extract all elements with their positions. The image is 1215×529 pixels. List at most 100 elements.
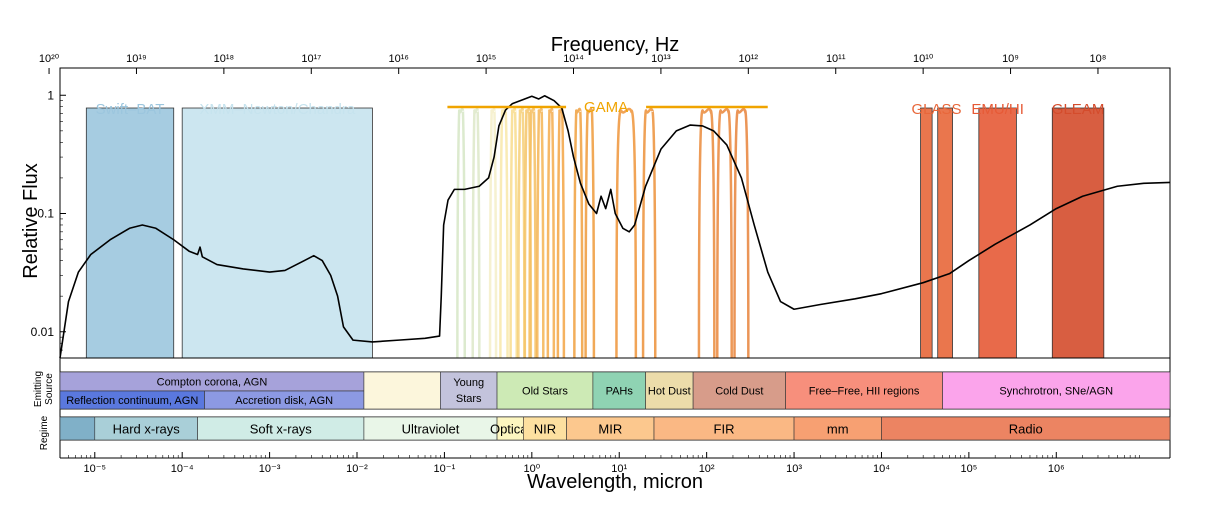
x-top-tick-label: 10¹³ <box>651 53 671 65</box>
emitting-source-label-1: Reflection continuum, AGN <box>66 395 198 407</box>
gama-filter-11 <box>573 107 584 359</box>
x-bottom-tick-label: 10⁴ <box>873 463 890 475</box>
emitting-source-label-7: Hot Dust <box>648 386 691 398</box>
x-bottom-tick-label: 10³ <box>786 463 802 475</box>
emitting-source-4 <box>440 371 498 410</box>
gama-filter-4 <box>509 107 518 359</box>
x-top-tick-label: 10¹⁹ <box>126 53 147 65</box>
gama-filter-12 <box>584 107 596 359</box>
emitting-source-9 <box>785 371 943 410</box>
regime-label: Regime <box>39 415 50 450</box>
emitting-source-label-2: Accretion disk, AGN <box>235 395 333 407</box>
emitting-source-6 <box>592 371 646 410</box>
gama-filter-8 <box>536 107 545 359</box>
emitting-source-label-4-b: Stars <box>456 393 482 405</box>
x-top-tick-label: 10⁹ <box>1002 53 1019 65</box>
x-top-tick-label: 10¹⁶ <box>388 53 408 65</box>
x-bottom-tick-label: 10⁻² <box>346 463 368 475</box>
emitting-source-label-line2: Source <box>44 373 55 405</box>
gama-filter-16 <box>716 107 733 359</box>
y-tick-label-2: 0.01 <box>31 325 55 339</box>
regime-label-8: mm <box>827 422 849 437</box>
sed-line <box>59 94 1171 359</box>
gama-filter-10 <box>556 107 566 359</box>
classification-rows: Compton corona, AGN Reflection continuum,… <box>59 371 1171 441</box>
emitting-source-label-9: Free–Free, HII regions <box>809 386 920 398</box>
survey-band-xmm-newton-chandra-0 <box>181 107 373 359</box>
survey-band-swift-bat-0 <box>85 107 175 359</box>
x-bottom-tick-label: 10² <box>699 463 715 475</box>
survey-band-glass-0 <box>920 107 933 359</box>
survey-regions <box>85 107 1105 359</box>
emitting-source-label-line1: Emitting <box>33 371 44 407</box>
survey-label-gleam: GLEAM <box>1052 101 1105 118</box>
x-top-tick-label: 10¹⁵ <box>476 53 496 65</box>
emitting-source-label-10: Synchrotron, SNe/AGN <box>999 386 1113 398</box>
y-tick-label-0: 1 <box>47 88 54 102</box>
emitting-source-10 <box>942 371 1171 410</box>
regime-label-4: Optical <box>490 422 531 437</box>
gama-filter-5 <box>517 107 526 359</box>
survey-label-gama: GAMA <box>584 99 628 116</box>
gama-filter-17 <box>733 107 750 359</box>
regime-band-0 <box>59 416 96 441</box>
survey-labels: Swift–BAT XMM–Newton/Chandra GAMA GLASS EMU/… <box>96 99 1105 118</box>
x-bottom-tick-label: 10⁵ <box>960 463 977 475</box>
x-bottom-tick-label: 10⁻¹ <box>434 463 456 475</box>
gama-filter-13 <box>615 107 638 359</box>
x-bottom-tick-label: 10¹ <box>611 463 627 475</box>
gama-filter-9 <box>546 107 556 359</box>
survey-label-xmm-newton-chandra: XMM–Newton/Chandra <box>199 101 356 118</box>
emitting-source-label-5: Old Stars <box>522 386 568 398</box>
emitting-source-label-0: Compton corona, AGN <box>157 377 268 389</box>
emitting-source-3 <box>363 371 441 410</box>
y-axis-label: Relative Flux <box>20 163 42 279</box>
gama-filter-0 <box>456 107 466 359</box>
x-bottom-tick-label: 10⁻⁴ <box>171 463 194 475</box>
regime-label-9: Radio <box>1009 422 1043 437</box>
x-bottom-tick-label: 10⁰ <box>523 463 540 475</box>
regime-label-3: Ultraviolet <box>402 422 460 437</box>
survey-label-swift-bat: Swift–BAT <box>96 101 165 118</box>
survey-label-emu-hi: EMU/HI <box>971 101 1024 118</box>
x-bottom-tick-label: 10⁻³ <box>259 463 281 475</box>
x-top-tick-label: 10¹¹ <box>826 53 846 65</box>
survey-band-emu-hi-0 <box>978 107 1017 359</box>
gama-filter-7 <box>528 107 537 359</box>
x-top-tick-label: 10¹⁸ <box>214 53 235 65</box>
sed-curve <box>59 94 1171 359</box>
x-bottom-axis-label: Wavelength, micron <box>527 471 703 493</box>
gama-filter-15 <box>697 107 716 359</box>
gama-filter-14 <box>641 107 657 359</box>
regime-label-7: FIR <box>714 422 735 437</box>
survey-band-gleam-0 <box>1051 107 1105 359</box>
gama-filter-2 <box>488 107 498 359</box>
regime-label-5: NIR <box>534 422 556 437</box>
x-top-tick-label: 10¹² <box>739 53 759 65</box>
regime-label-6: MIR <box>598 422 622 437</box>
x-top-tick-label: 10²⁰ <box>39 53 60 65</box>
emitting-source-label-6: PAHs <box>606 386 634 398</box>
gama-filter-1 <box>471 107 481 359</box>
emitting-source-8 <box>692 371 786 410</box>
gama-filter-curves <box>456 107 750 359</box>
x-top-tick-label: 10¹⁴ <box>563 53 584 65</box>
emitting-source-5 <box>496 371 594 410</box>
y-tick-label-1: 0.1 <box>37 207 54 221</box>
x-bottom-tick-label: 10⁶ <box>1048 463 1065 475</box>
x-top-tick-label: 10⁸ <box>1090 53 1107 65</box>
regime-label-1: Hard x-rays <box>113 422 181 437</box>
x-top-tick-label: 10¹⁰ <box>913 53 934 65</box>
x-bottom-tick-label: 10⁻⁵ <box>83 463 106 475</box>
survey-label-glass: GLASS <box>912 101 962 118</box>
axes: 1 0.1 0.01 10⁻⁵ 10⁻⁴ 10⁻³ 10⁻² 10⁻¹ 10⁰ 10¹ 10² 10³… <box>31 53 1171 475</box>
emitting-source-label-8: Cold Dust <box>715 386 763 398</box>
regime-band-9 <box>881 416 1171 441</box>
emitting-source-label-4: Young <box>453 377 484 389</box>
x-top-axis-label: Frequency, Hz <box>551 34 680 56</box>
gama-filter-3 <box>499 107 509 359</box>
emitting-source-7 <box>645 371 694 410</box>
survey-band-glass-1 <box>937 107 953 359</box>
